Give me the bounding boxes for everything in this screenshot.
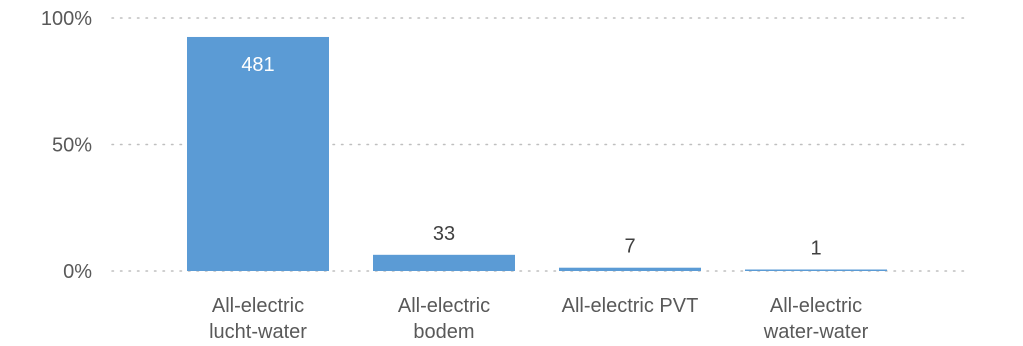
y-tick-label: 100% <box>41 8 92 30</box>
y-axis-ticks: 0% 50% 100% <box>41 8 92 283</box>
data-label: 33 <box>433 223 455 245</box>
bar <box>745 269 887 271</box>
bar <box>187 36 329 271</box>
category-label: All-electric water-water <box>763 295 869 343</box>
data-label: 7 <box>624 236 635 258</box>
bars <box>187 36 887 271</box>
category-label: All-electric PVT <box>562 295 699 317</box>
category-label: All-electric lucht-water <box>209 295 307 343</box>
category-label: All-electric bodem <box>398 295 490 343</box>
data-label: 1 <box>810 238 821 260</box>
gridlines <box>111 17 966 272</box>
data-label: 481 <box>241 54 274 76</box>
bar <box>373 254 515 271</box>
category-labels: All-electric lucht-water All-electric bodem… <box>209 295 868 343</box>
y-tick-label: 50% <box>52 135 92 157</box>
data-labels: 481 33 7 1 <box>241 54 821 260</box>
bar <box>559 267 701 271</box>
y-tick-label: 0% <box>63 261 92 283</box>
